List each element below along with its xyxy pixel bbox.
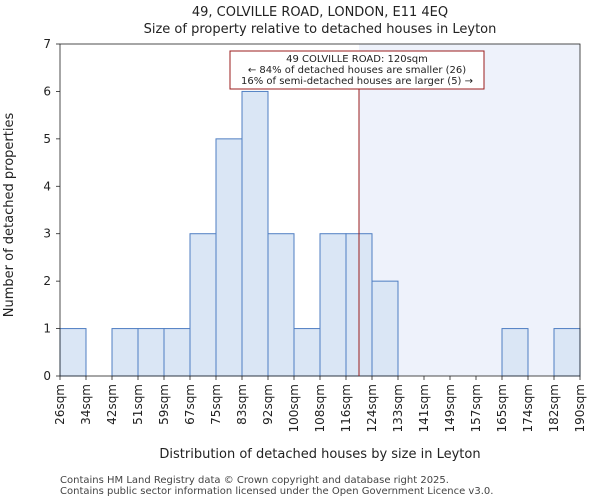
x-tick-label: 190sqm <box>573 384 587 432</box>
bar-182sqm <box>553 328 581 377</box>
x-axis-label: Distribution of detached houses by size … <box>159 447 480 462</box>
x-tick-label: 141sqm <box>417 384 431 432</box>
bar-108sqm <box>319 233 347 377</box>
x-tick-label: 108sqm <box>313 384 327 432</box>
annotation-line3: 16% of semi-detached houses are larger (… <box>241 76 473 87</box>
bar-51sqm <box>137 328 165 377</box>
annotation-line1: 49 COLVILLE ROAD: 120sqm <box>286 54 428 65</box>
annotation-box <box>229 50 485 90</box>
x-tick-label: 149sqm <box>443 384 457 432</box>
bar-124sqm <box>371 280 399 377</box>
bar-59sqm <box>163 328 191 377</box>
y-tick-label: 6 <box>43 84 51 98</box>
bar-92sqm <box>267 233 295 377</box>
x-tick-label: 92sqm <box>261 384 275 425</box>
bar-83sqm <box>241 90 269 377</box>
x-tick-label: 75sqm <box>209 384 223 425</box>
x-tick-label: 157sqm <box>469 384 483 432</box>
y-axis-label: Number of detached properties <box>2 113 17 318</box>
bar-67sqm <box>189 233 217 377</box>
bar-100sqm <box>293 328 321 377</box>
footer-line2: Contains public sector information licen… <box>60 486 493 497</box>
footer-line1: Contains HM Land Registry data © Crown c… <box>60 475 449 486</box>
x-tick-label: 59sqm <box>157 384 171 425</box>
x-tick-label: 83sqm <box>235 384 249 425</box>
y-tick-label: 3 <box>43 227 51 241</box>
bar-42sqm <box>111 328 139 377</box>
x-tick-label: 51sqm <box>131 384 145 425</box>
bars-group <box>59 90 581 377</box>
chart-title-line2: Size of property relative to detached ho… <box>144 22 497 37</box>
bar-26sqm <box>59 328 87 377</box>
y-tick-label: 2 <box>43 274 51 288</box>
x-tick-label: 133sqm <box>391 384 405 432</box>
x-tick-label: 116sqm <box>339 384 353 432</box>
x-tick-label: 42sqm <box>105 384 119 425</box>
x-tick-label: 174sqm <box>521 384 535 432</box>
y-tick-label: 1 <box>43 322 51 336</box>
y-tick-label: 5 <box>43 132 51 146</box>
x-axis-ticks: 26sqm 34sqm 42sqm 51sqm 59sqm 67sqm 75sqm 83sqm… <box>53 376 587 432</box>
x-tick-label: 100sqm <box>287 384 301 432</box>
bar-165sqm <box>501 328 529 377</box>
chart-title-line1: 49, COLVILLE ROAD, LONDON, E11 4EQ <box>192 5 448 20</box>
y-tick-label: 4 <box>43 179 51 193</box>
x-tick-label: 182sqm <box>547 384 561 432</box>
bar-75sqm <box>215 138 243 377</box>
x-tick-label: 67sqm <box>183 384 197 425</box>
x-tick-label: 124sqm <box>365 384 379 432</box>
y-tick-label: 7 <box>43 37 51 51</box>
x-tick-label: 26sqm <box>53 384 67 425</box>
x-tick-label: 165sqm <box>495 384 509 432</box>
annotation-line2: ← 84% of detached houses are smaller (26… <box>248 65 466 76</box>
x-tick-label: 34sqm <box>79 384 93 425</box>
y-axis-ticks: 0 1 2 3 4 5 6 7 <box>43 37 60 383</box>
property-annotation: 49 COLVILLE ROAD: 120sqm ← 84% of detach… <box>229 50 485 90</box>
y-tick-label: 0 <box>43 369 51 383</box>
